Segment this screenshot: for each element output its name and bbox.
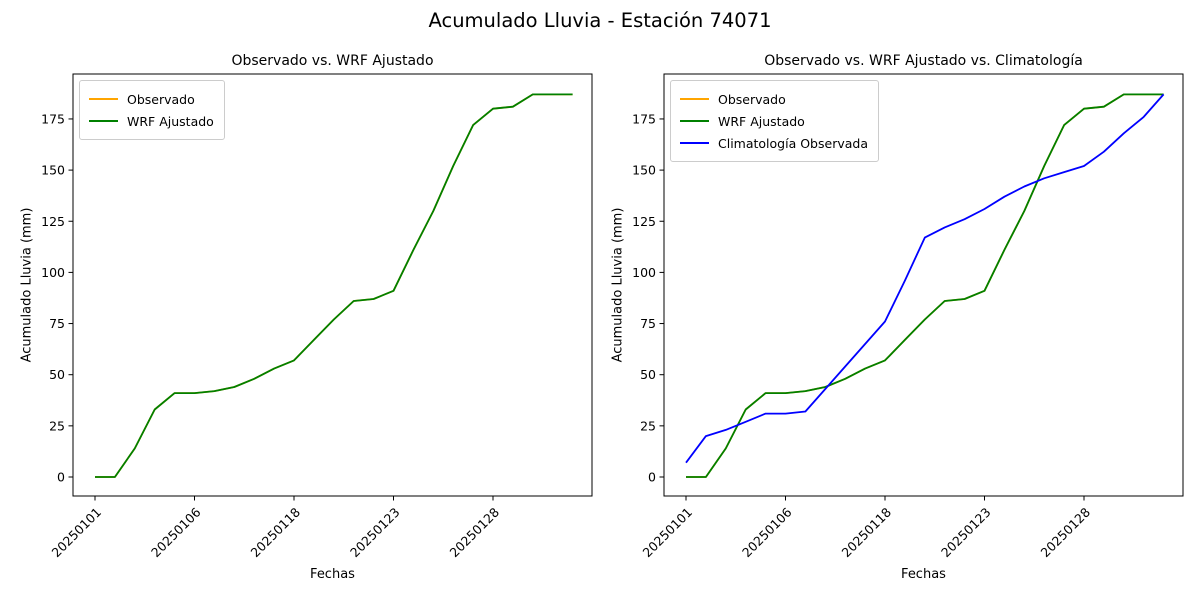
series-line-wrf-ajustado	[95, 93, 573, 478]
y-tick-label: 125	[41, 214, 65, 229]
y-tick-label: 100	[41, 265, 65, 280]
x-tick-label: 20250118	[248, 504, 304, 560]
figure-title: Acumulado Lluvia - Estación 74071	[428, 9, 772, 32]
legend-label: Observado	[127, 91, 195, 107]
subplot1-x-axis-label: Fechas	[310, 567, 355, 582]
y-tick-label: 25	[640, 418, 656, 433]
y-tick-label: 150	[41, 163, 65, 178]
subplot2-y-axis-label: Acumulado Lluvia (mm)	[610, 207, 626, 363]
legend-item-wrf-ajustado: WRF Ajustado	[89, 110, 214, 132]
observado-line-swatch	[680, 98, 709, 100]
climatologia-line-swatch	[680, 142, 709, 144]
y-tick-label: 50	[640, 367, 656, 382]
subplot1-y-axis-label: Acumulado Lluvia (mm)	[19, 207, 35, 363]
wrf-ajustado-line-swatch	[89, 120, 118, 122]
subplot2-x-axis-label: Fechas	[901, 567, 946, 582]
y-tick-label: 0	[57, 470, 65, 485]
series-line-climatolog-a-observada	[685, 93, 1165, 464]
y-tick-label: 25	[49, 418, 65, 433]
x-tick-label: 20250118	[839, 504, 895, 560]
legend-item-observado: Observado	[89, 88, 214, 110]
subplot1-legend: Observado WRF Ajustado	[79, 80, 225, 140]
subplot2-title: Observado vs. WRF Ajustado vs. Climatolo…	[764, 53, 1083, 69]
x-tick-label: 20250101	[640, 505, 696, 561]
y-tick-label: 0	[648, 470, 656, 485]
series-line-wrf-ajustado	[686, 93, 1164, 478]
y-tick-label: 175	[41, 111, 65, 126]
subplot1-title: Observado vs. WRF Ajustado	[231, 53, 434, 69]
x-tick-label: 20250128	[447, 504, 503, 560]
x-tick-label: 20250123	[938, 505, 994, 561]
x-tick-label: 20250106	[739, 504, 795, 560]
legend-item-observado: Observado	[680, 88, 868, 110]
x-tick-label: 20250101	[49, 505, 105, 561]
y-tick-label: 175	[632, 111, 656, 126]
series-line-observado	[95, 93, 573, 478]
y-tick-label: 150	[632, 163, 656, 178]
legend-item-climatologia-observada: Climatología Observada	[680, 132, 868, 154]
x-tick-label: 20250128	[1038, 504, 1094, 560]
axes-frame	[72, 73, 593, 497]
subplot2-legend: Observado WRF Ajustado Climatología Obse…	[670, 80, 879, 162]
x-tick-label: 20250123	[347, 505, 403, 561]
observado-line-swatch	[89, 98, 118, 100]
wrf-ajustado-line-swatch	[680, 120, 709, 122]
y-tick-label: 50	[49, 367, 65, 382]
y-tick-label: 100	[632, 265, 656, 280]
y-tick-label: 75	[640, 316, 656, 331]
legend-label: Climatología Observada	[718, 135, 868, 151]
y-tick-label: 125	[632, 214, 656, 229]
legend-label: WRF Ajustado	[127, 113, 214, 129]
legend-label: Observado	[718, 91, 786, 107]
y-tick-label: 75	[49, 316, 65, 331]
x-tick-label: 20250106	[148, 504, 204, 560]
axes-frame	[663, 73, 1184, 497]
legend-item-wrf-ajustado: WRF Ajustado	[680, 110, 868, 132]
legend-label: WRF Ajustado	[718, 113, 805, 129]
